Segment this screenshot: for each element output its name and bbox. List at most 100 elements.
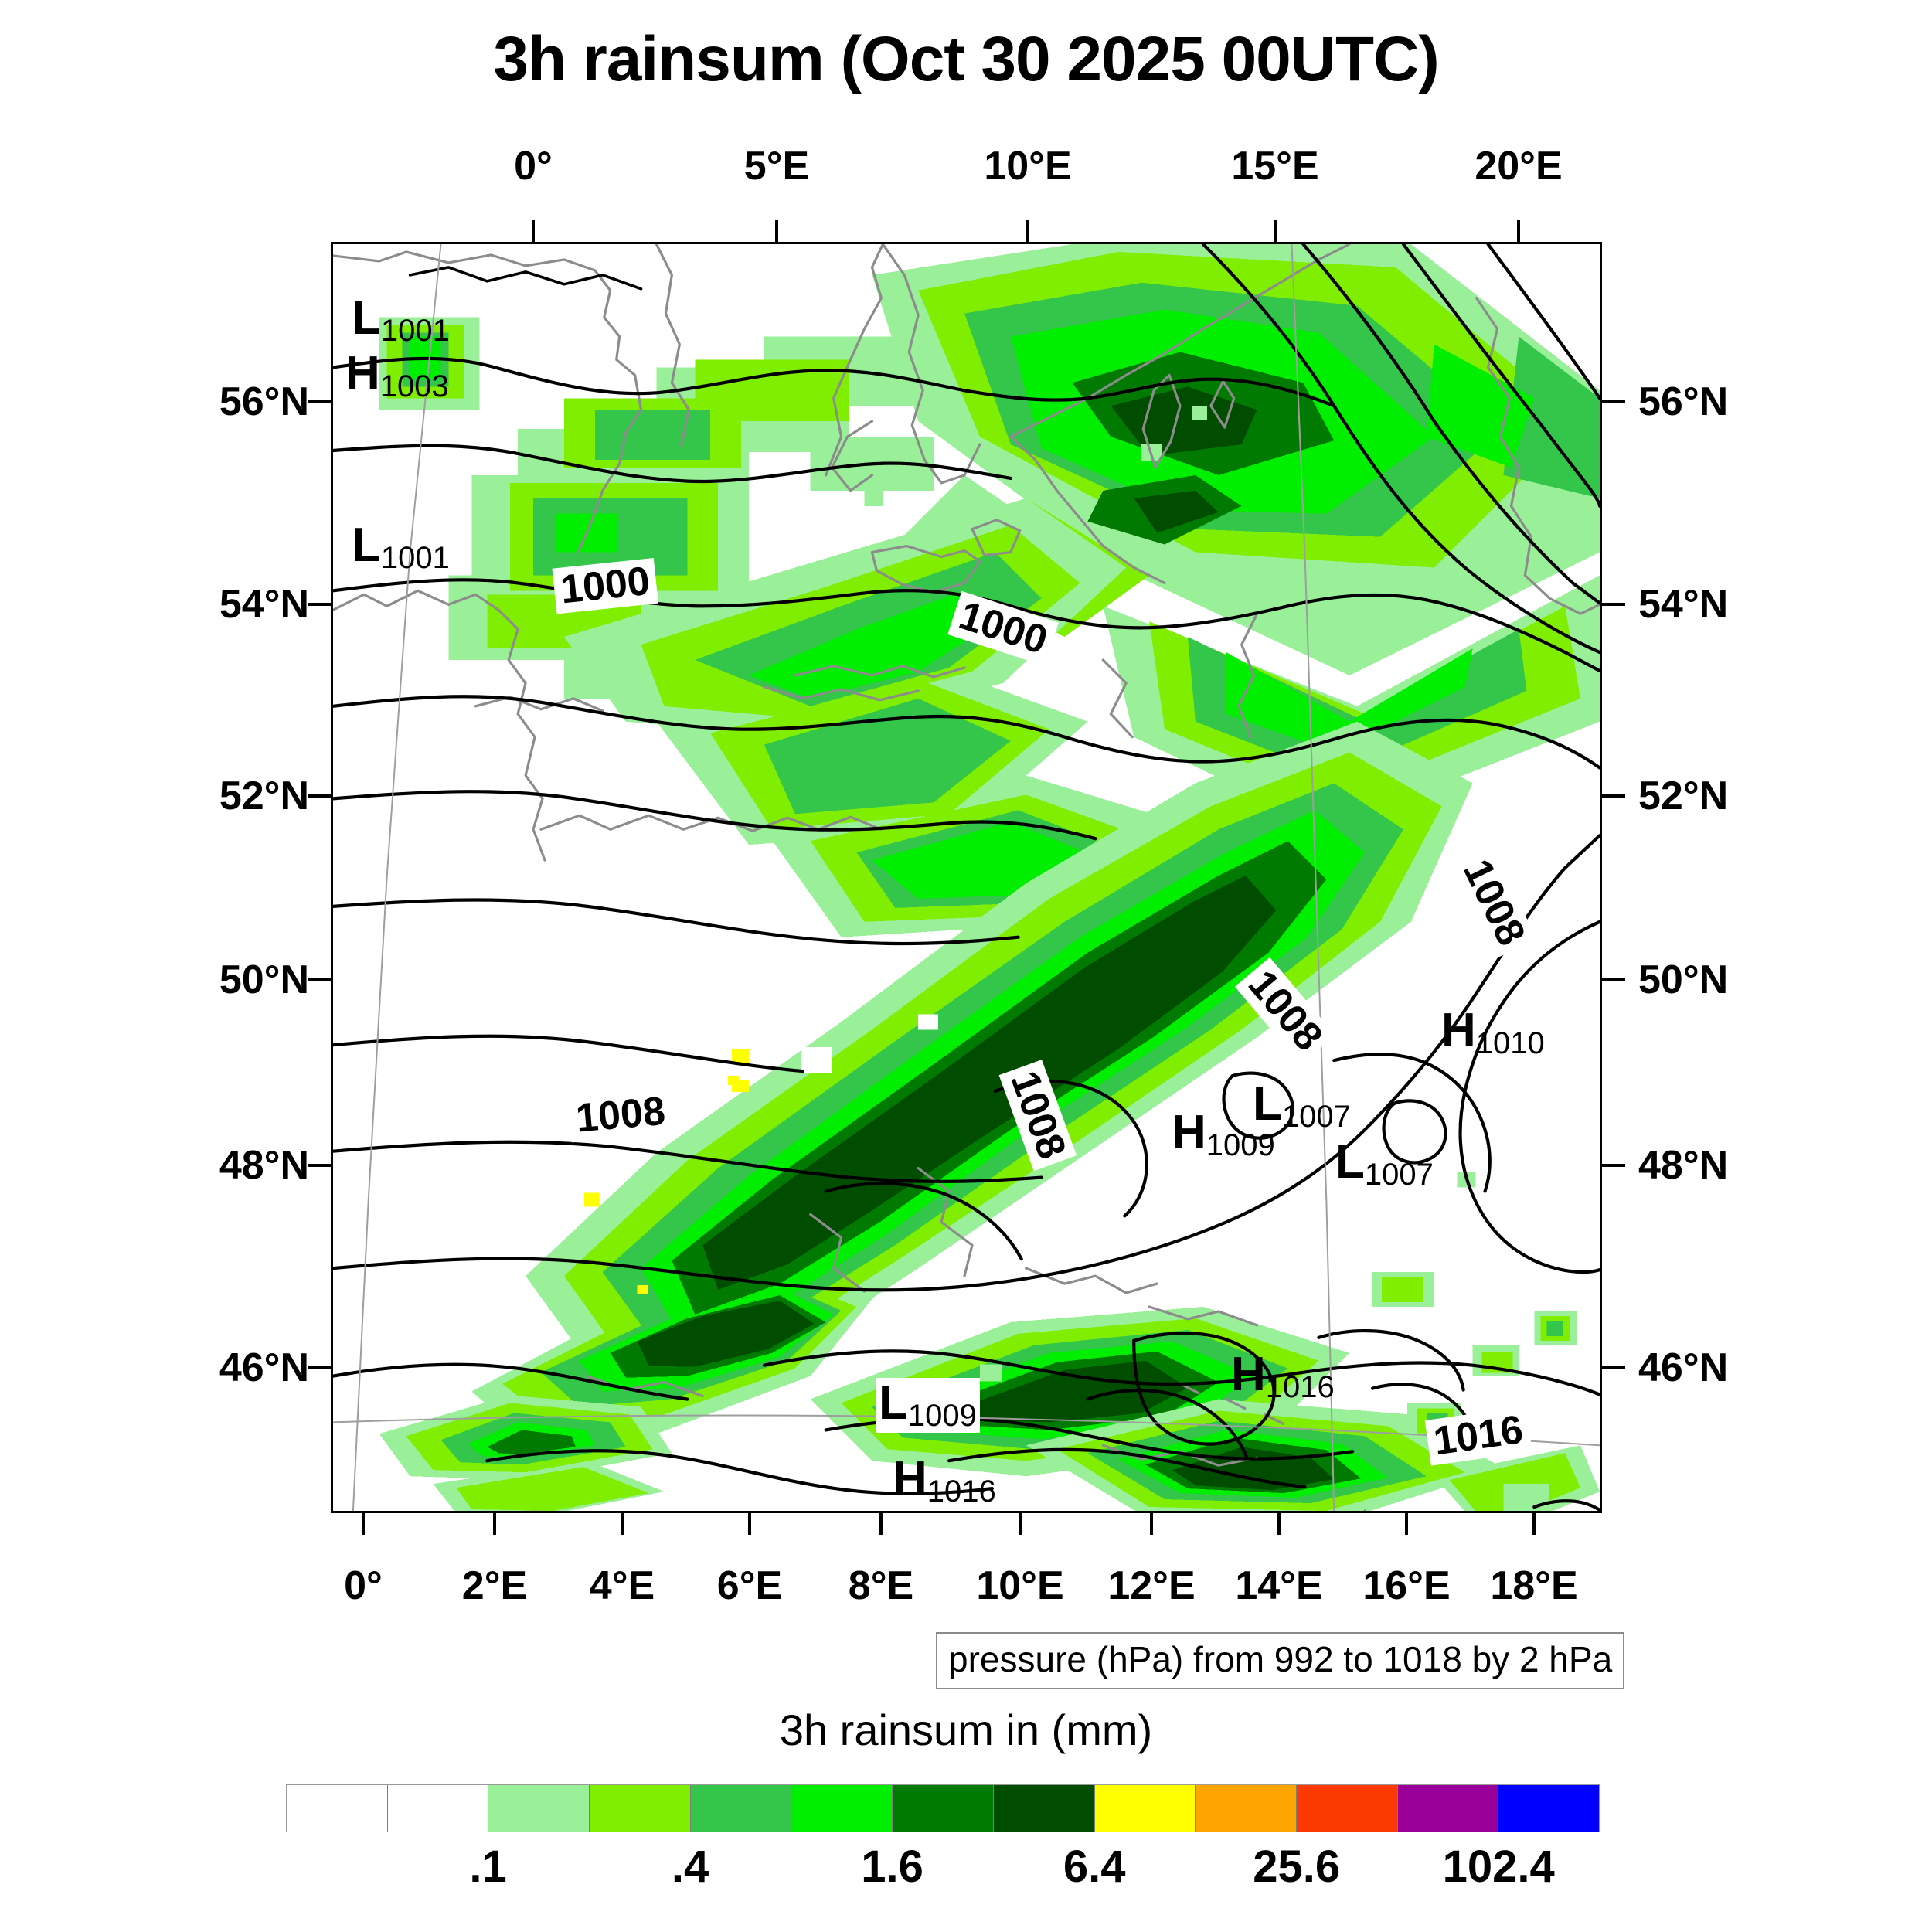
lat-tick-left-3: 50°N	[219, 957, 309, 1002]
tick-bottom-8	[1405, 1513, 1408, 1535]
colorbar-cell-8[interactable]	[1094, 1785, 1196, 1832]
lat-tick-right-4: 48°N	[1638, 1143, 1729, 1188]
tick-right-3	[1602, 978, 1625, 981]
tick-bottom-2	[621, 1513, 624, 1535]
lat-tick-right-2: 52°N	[1638, 774, 1729, 818]
colorbar-cell-10[interactable]	[1296, 1785, 1398, 1832]
tick-left-4	[308, 1164, 331, 1167]
page-title: 3h rainsum (Oct 30 2025 00UTC)	[493, 24, 1439, 94]
pressure-center-glyph: L	[1253, 1077, 1282, 1131]
tick-top-4	[1517, 220, 1520, 242]
colorbar-cell-6[interactable]	[893, 1785, 994, 1832]
pressure-center-glyph: L	[879, 1376, 908, 1430]
pressure-center-h-3: H1009	[1172, 1109, 1275, 1161]
tick-left-3	[308, 978, 331, 981]
tick-top-3	[1274, 220, 1277, 242]
pressure-center-glyph: L	[1335, 1135, 1365, 1189]
tick-bottom-0	[362, 1513, 365, 1535]
tick-bottom-4	[879, 1513, 883, 1535]
pressure-center-l-4: L1007	[1253, 1080, 1351, 1132]
tick-left-5	[308, 1366, 331, 1369]
pressure-center-glyph: L	[352, 291, 381, 345]
pressure-center-glyph: H	[1231, 1348, 1266, 1401]
lat-tick-left-4: 48°N	[219, 1143, 309, 1188]
pressure-center-value: 1010	[1475, 1026, 1545, 1060]
lon-tick-top-0: 0°	[514, 144, 553, 189]
lon-tick-top-3: 15°E	[1231, 144, 1319, 189]
tick-bottom-5	[1019, 1513, 1022, 1535]
contour-label-1008-2: 1008	[567, 1088, 674, 1142]
pressure-center-l-2: L1001	[352, 522, 450, 573]
colorbar-cell-1[interactable]	[387, 1785, 489, 1832]
pressure-center-glyph: L	[352, 519, 381, 572]
pressure-center-l-5: L1007	[1335, 1138, 1434, 1190]
lon-tick-bottom-3: 6°E	[716, 1563, 783, 1608]
lat-tick-left-5: 46°N	[219, 1345, 309, 1390]
colorbar-title: 3h rainsum in (mm)	[779, 1706, 1153, 1754]
tick-top-2	[1026, 220, 1029, 242]
colorbar-cell-2[interactable]	[488, 1785, 590, 1832]
colorbar-cell-4[interactable]	[690, 1785, 792, 1832]
lon-tick-bottom-8: 16°E	[1362, 1563, 1451, 1608]
lat-tick-right-3: 50°N	[1638, 957, 1729, 1002]
pressure-center-value: 1016	[927, 1474, 996, 1509]
pressure-center-value: 1016	[1265, 1369, 1335, 1404]
pressure-center-value: 1009	[907, 1398, 977, 1433]
pressure-center-value: 1009	[1206, 1128, 1275, 1162]
tick-right-4	[1602, 1164, 1625, 1167]
pressure-center-value: 1007	[1281, 1099, 1351, 1134]
pressure-center-l-7: L1009	[876, 1378, 980, 1433]
tick-bottom-1	[493, 1513, 496, 1535]
pressure-center-h-8: H1016	[893, 1455, 996, 1507]
colorbar-tick-labels: .1 .4 1.6 6.4 25.6 102.4	[286, 1841, 1600, 1910]
colorbar-cell-3[interactable]	[590, 1785, 691, 1832]
colorbar-cell-7[interactable]	[993, 1785, 1095, 1832]
pressure-center-l-0: L1001	[352, 294, 450, 346]
lat-tick-right-1: 54°N	[1638, 582, 1729, 627]
lon-tick-bottom-1: 2°E	[461, 1563, 528, 1608]
pressure-center-l-10: L1015	[980, 1505, 1078, 1512]
colorbar-cell-9[interactable]	[1196, 1785, 1297, 1832]
pressure-center-value: 1001	[380, 313, 450, 348]
lon-tick-bottom-6: 12°E	[1107, 1563, 1196, 1608]
precipitation-field	[379, 244, 1600, 1511]
tick-top-1	[775, 220, 778, 242]
lat-tick-left-1: 54°N	[219, 582, 309, 627]
lon-tick-bottom-4: 8°E	[848, 1563, 914, 1608]
tick-top-0	[532, 220, 535, 242]
colorbar-tick-4: 25.6	[1253, 1842, 1341, 1892]
tick-left-2	[308, 794, 331, 798]
colorbar-tick-1: .4	[671, 1842, 709, 1892]
tick-left-0	[308, 400, 331, 403]
colorbar-tick-0: .1	[469, 1842, 507, 1892]
isobar-layer	[333, 244, 1600, 1511]
pressure-center-h-6: H1010	[1441, 1007, 1545, 1059]
pressure-center-glyph: H	[1441, 1004, 1476, 1057]
colorbar[interactable]	[286, 1784, 1600, 1832]
tick-right-0	[1602, 400, 1625, 403]
pressure-center-glyph: H	[345, 347, 380, 400]
colorbar-tick-5: 102.4	[1442, 1842, 1555, 1892]
lat-tick-left-2: 52°N	[219, 774, 309, 818]
colorbar-cell-11[interactable]	[1397, 1785, 1499, 1832]
lon-tick-bottom-2: 4°E	[589, 1563, 655, 1608]
map-plot-area[interactable]: L1001 H1003 L1001 H1009 L1007 L1007 H1010 L1009…	[331, 242, 1602, 1513]
lon-tick-bottom-7: 14°E	[1235, 1563, 1323, 1608]
pressure-center-h-1: H1003	[345, 350, 449, 402]
lon-tick-top-4: 20°E	[1475, 144, 1563, 189]
pressure-center-value: 1003	[379, 369, 449, 403]
colorbar-cell-5[interactable]	[791, 1785, 893, 1832]
weather-map-canvas	[333, 244, 1600, 1511]
colorbar-cell-12[interactable]	[1498, 1785, 1599, 1832]
lon-tick-top-2: 10°E	[984, 144, 1072, 189]
tick-bottom-6	[1150, 1513, 1153, 1535]
colorbar-tick-2: 1.6	[861, 1842, 923, 1892]
lon-tick-bottom-0: 0°	[344, 1563, 383, 1608]
pressure-legend: pressure (hPa) from 992 to 1018 by 2 hPa	[936, 1632, 1625, 1689]
precip-peak-pixels	[583, 1049, 750, 1295]
pressure-center-h-9: H1016	[1231, 1351, 1335, 1403]
tick-right-5	[1602, 1366, 1625, 1369]
lat-tick-right-0: 56°N	[1638, 379, 1729, 424]
colorbar-cell-0[interactable]	[287, 1785, 388, 1832]
colorbar-tick-3: 6.4	[1063, 1842, 1126, 1892]
